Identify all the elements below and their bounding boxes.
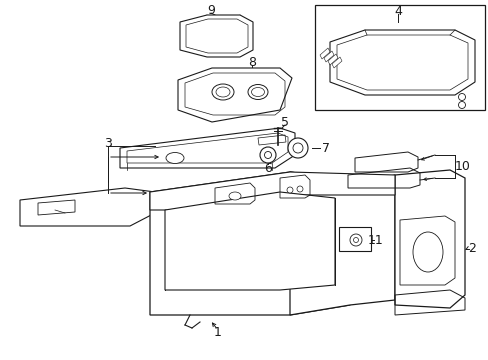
Text: 10: 10 bbox=[454, 159, 470, 172]
Text: 3: 3 bbox=[104, 136, 112, 149]
Text: 9: 9 bbox=[206, 4, 215, 17]
Ellipse shape bbox=[212, 84, 234, 100]
Polygon shape bbox=[20, 188, 155, 226]
Polygon shape bbox=[120, 128, 294, 168]
Circle shape bbox=[353, 238, 358, 243]
Ellipse shape bbox=[165, 153, 183, 163]
Text: 2: 2 bbox=[467, 242, 475, 255]
Polygon shape bbox=[324, 51, 333, 62]
Circle shape bbox=[264, 152, 271, 158]
Text: 7: 7 bbox=[321, 141, 329, 154]
Polygon shape bbox=[327, 54, 337, 65]
Circle shape bbox=[292, 143, 303, 153]
Ellipse shape bbox=[247, 85, 267, 99]
Polygon shape bbox=[319, 48, 329, 59]
Polygon shape bbox=[178, 68, 291, 122]
Polygon shape bbox=[180, 15, 252, 57]
Ellipse shape bbox=[228, 192, 241, 200]
Circle shape bbox=[458, 102, 465, 108]
Polygon shape bbox=[150, 172, 394, 210]
Circle shape bbox=[260, 147, 275, 163]
Ellipse shape bbox=[412, 232, 442, 272]
Bar bbox=[314, 5, 484, 110]
Text: 8: 8 bbox=[247, 55, 256, 68]
Text: 5: 5 bbox=[281, 116, 288, 129]
Circle shape bbox=[458, 94, 465, 100]
Text: 11: 11 bbox=[367, 234, 383, 247]
Text: 4: 4 bbox=[393, 5, 401, 18]
Polygon shape bbox=[394, 170, 464, 308]
Polygon shape bbox=[331, 57, 341, 68]
Polygon shape bbox=[164, 192, 334, 290]
Text: 1: 1 bbox=[214, 325, 222, 338]
Polygon shape bbox=[150, 172, 349, 315]
Ellipse shape bbox=[216, 87, 229, 97]
Polygon shape bbox=[329, 30, 474, 95]
FancyBboxPatch shape bbox=[338, 227, 370, 251]
Text: 6: 6 bbox=[264, 162, 271, 175]
Circle shape bbox=[349, 234, 361, 246]
Circle shape bbox=[287, 138, 307, 158]
Polygon shape bbox=[289, 172, 394, 315]
Ellipse shape bbox=[251, 87, 264, 96]
Circle shape bbox=[296, 186, 303, 192]
Circle shape bbox=[286, 187, 292, 193]
